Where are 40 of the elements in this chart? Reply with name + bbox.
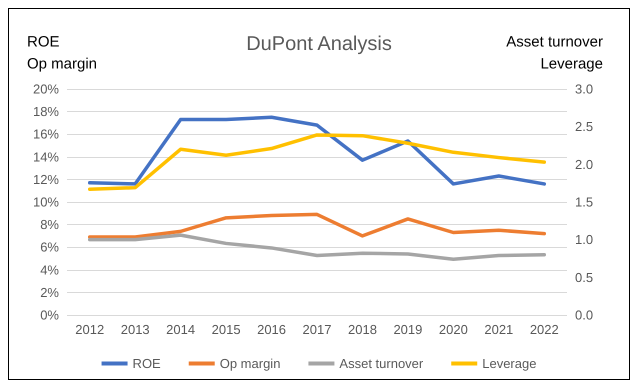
y-tick-label: 20% xyxy=(32,82,60,96)
y2-tick-label: 2.0 xyxy=(575,156,594,172)
y2-axis-title: Asset turnover Leverage xyxy=(506,34,603,72)
legend-label: Leverage xyxy=(482,356,536,371)
y-tick-label: 10% xyxy=(32,194,60,210)
line-series xyxy=(88,212,546,239)
x-tick-label: 2012 xyxy=(75,322,104,337)
y2-tick-label: 3.0 xyxy=(575,82,594,96)
y-tick-label: 12% xyxy=(32,172,60,187)
y2-tick-label: 0.5 xyxy=(575,270,594,285)
y-tick-label: 2% xyxy=(40,284,60,300)
y2-tick-label: 2.5 xyxy=(575,119,594,134)
y-tick-label: 18% xyxy=(32,104,60,120)
line-series xyxy=(88,116,546,186)
chart-title: DuPont Analysis xyxy=(246,33,392,55)
x-tick-label: 2015 xyxy=(212,322,241,337)
legend-label: Asset turnover xyxy=(339,356,424,371)
y-tick-label: 4% xyxy=(40,262,60,278)
x-tick-label: 2020 xyxy=(438,322,468,337)
x-tick-label: 2014 xyxy=(166,322,196,337)
line-series xyxy=(88,133,546,191)
y-tick-label: 16% xyxy=(32,126,60,142)
x-tick-label: 2021 xyxy=(484,322,514,337)
y-tick-label: 14% xyxy=(32,149,60,164)
y2-tick-label: 1.5 xyxy=(575,194,594,210)
y-tick-label: 8% xyxy=(40,217,60,232)
x-tick-label: 2022 xyxy=(530,322,559,337)
y-tick-label: 6% xyxy=(40,240,60,255)
x-tick-label: 2013 xyxy=(120,322,150,337)
y-axis-title: ROE Op margin xyxy=(27,34,98,72)
y-tick-label: 0% xyxy=(40,308,60,322)
x-tick-label: 2016 xyxy=(257,322,286,337)
legend-label: ROE xyxy=(132,356,162,371)
x-tick-label: 2017 xyxy=(302,322,332,337)
line-series xyxy=(88,233,546,262)
x-tick-label: 2019 xyxy=(393,322,422,337)
y2-tick-label: 0.0 xyxy=(575,308,594,322)
x-tick-label: 2018 xyxy=(348,322,377,337)
y2-tick-label: 1.0 xyxy=(575,232,594,248)
legend-label: Op margin xyxy=(220,356,280,371)
